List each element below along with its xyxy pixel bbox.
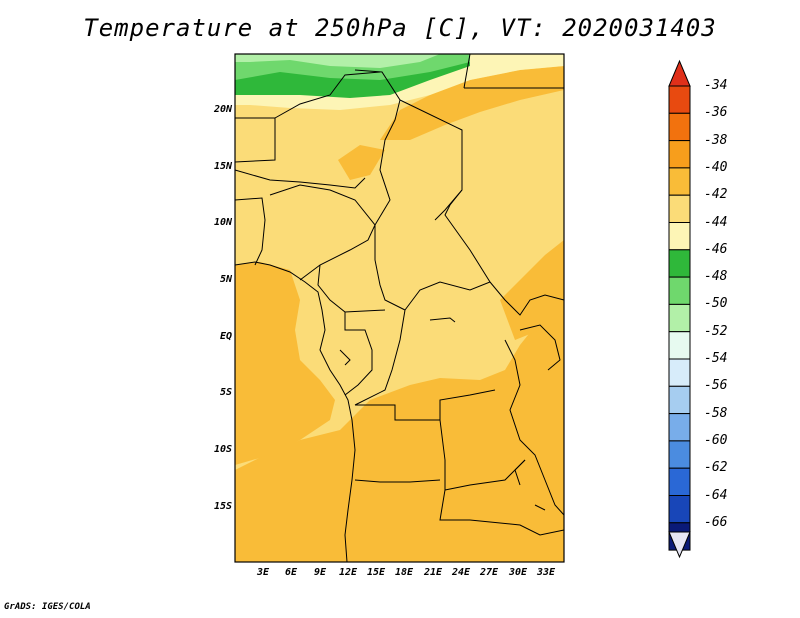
colorbar-bottom-triangle <box>668 531 691 559</box>
lon-label: 15E <box>366 567 386 578</box>
colorbar-segment <box>668 385 691 415</box>
colorbar-segment <box>668 495 691 524</box>
colorbar-label: -54 <box>704 351 728 366</box>
colorbar-segment <box>668 140 691 169</box>
colorbar-segment <box>668 85 691 114</box>
lat-label: 15S <box>213 501 232 512</box>
colorbar-segment <box>668 276 691 305</box>
colorbar-segment <box>668 194 691 223</box>
colorbar-label: -48 <box>704 269 728 285</box>
warm-region-north-b <box>338 145 385 180</box>
colorbar-top-triangle <box>668 59 691 87</box>
colorbar-label: -58 <box>704 405 728 421</box>
colorbar-segment <box>668 467 691 497</box>
lon-label: 18E <box>394 567 414 578</box>
colorbar-label: -66 <box>704 514 728 530</box>
lon-label: 6E <box>284 567 298 578</box>
colorbar-label: -38 <box>704 132 728 148</box>
warm-region-east <box>500 240 564 340</box>
colorbar-label: -40 <box>704 159 728 175</box>
colorbar-segment <box>668 413 691 442</box>
lon-label: 21E <box>423 567 443 578</box>
colorbar-segment <box>668 358 691 387</box>
lon-label: 33E <box>536 567 556 578</box>
lon-label: 24E <box>451 567 471 578</box>
colorbar-segment <box>668 112 691 142</box>
coastline <box>234 261 356 563</box>
lat-label: 15N <box>213 161 232 172</box>
colorbar-label: -34 <box>704 78 728 93</box>
colorbar-label: -42 <box>704 187 728 203</box>
colorbar-segment <box>668 249 691 278</box>
grads-credit: GrADS: IGES/COLA <box>4 602 91 612</box>
colorbar-label: -52 <box>704 323 728 339</box>
lat-label: 5S <box>219 387 232 398</box>
colorbar-label: -60 <box>704 432 728 448</box>
lon-label: 9E <box>313 567 327 578</box>
colorbar-label: -64 <box>704 487 728 503</box>
lat-label: 10S <box>213 444 232 455</box>
map-panel <box>234 53 565 563</box>
lat-label: 5N <box>219 274 232 285</box>
colorbar-label: -36 <box>704 105 728 121</box>
colorbar-label: -62 <box>704 460 728 476</box>
colorbar-segment <box>668 222 691 251</box>
warm-region-coast <box>235 262 335 465</box>
lon-label: 3E <box>256 567 270 578</box>
colorbar-label: -44 <box>704 214 728 230</box>
map-title: Temperature at 250hPa [C], VT: 202003140… <box>83 14 717 42</box>
lat-label: 20N <box>213 104 232 115</box>
lon-label: 30E <box>508 567 528 578</box>
warm-region-north <box>380 66 564 140</box>
warm-region-south <box>235 300 564 562</box>
colorbar-label: -56 <box>704 378 728 394</box>
lat-label: EQ <box>219 331 232 342</box>
lon-label: 27E <box>479 567 499 578</box>
green-band-50 <box>235 54 440 68</box>
country-borders <box>234 53 565 563</box>
map-frame <box>234 53 565 563</box>
colorbar-segment <box>668 331 691 360</box>
lon-label: 12E <box>338 567 358 578</box>
lat-label: 10N <box>213 217 232 228</box>
colorbar <box>668 59 691 559</box>
colorbar-label: -50 <box>704 296 728 312</box>
colorbar-segment <box>668 167 691 196</box>
colorbar-segment <box>668 440 691 469</box>
colorbar-label: -46 <box>704 241 728 257</box>
colorbar-segment <box>668 303 691 333</box>
